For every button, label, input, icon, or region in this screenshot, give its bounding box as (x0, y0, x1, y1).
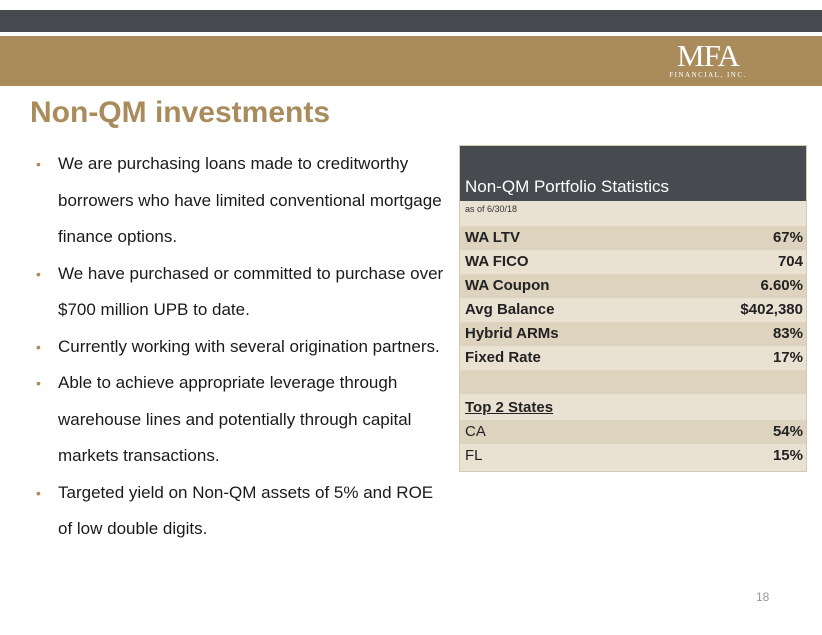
stats-row-wa-ltv: WA LTV 67% (460, 226, 806, 250)
portfolio-stats-table: Non-QM Portfolio Statistics as of 6/30/1… (459, 145, 807, 472)
bullet-dot-icon: • (36, 484, 41, 501)
state-value: 54% (772, 423, 803, 440)
stats-row-hybrid-arms: Hybrid ARMs 83% (460, 322, 806, 346)
stats-row-label: WA FICO (465, 253, 529, 270)
stats-row-state-fl: FL 15% (460, 444, 806, 468)
stats-row-label: Avg Balance (465, 301, 555, 318)
bullet-list: • We are purchasing loans made to creditw… (36, 146, 446, 548)
bullet-dot-icon: • (36, 156, 41, 172)
bullet-item: • Currently working with several originat… (36, 329, 446, 366)
bullet-dot-icon: • (36, 375, 41, 391)
bullet-text: We have purchased or committed to purcha… (58, 263, 444, 320)
stats-row-label: WA Coupon (465, 277, 550, 294)
state-label: CA (465, 423, 486, 440)
stats-title: Non-QM Portfolio Statistics (465, 177, 670, 196)
state-label: FL (465, 447, 483, 464)
bullet-item: • We are purchasing loans made to creditw… (36, 146, 446, 256)
bullet-text: Targeted yield on Non-QM assets of 5% an… (58, 482, 434, 539)
page-number: 18 (756, 590, 770, 604)
company-logo: MFA FINANCIAL, INC. (666, 40, 750, 84)
bullet-item: • We have purchased or committed to purch… (36, 256, 446, 329)
bullet-text: We are purchasing loans made to creditwo… (58, 154, 442, 246)
bullet-item: • Targeted yield on Non-QM assets of 5% a… (36, 475, 446, 548)
states-heading: Top 2 States (465, 399, 554, 416)
stats-as-of-date: as of 6/30/18 (465, 204, 518, 214)
stats-row-value: 6.60% (760, 277, 803, 294)
bullet-text: Currently working with several originati… (58, 336, 440, 356)
stats-row-label: WA LTV (465, 229, 520, 246)
state-value: 15% (772, 447, 803, 464)
header-gold-bar (0, 36, 822, 86)
logo-text: MFA (677, 38, 740, 73)
stats-row-wa-fico: WA FICO 704 (460, 250, 806, 274)
stats-row-wa-coupon: WA Coupon 6.60% (460, 274, 806, 298)
stats-row-value: 67% (772, 229, 803, 246)
stats-row-states-heading: Top 2 States (460, 396, 806, 420)
bullet-item: • Able to achieve appropriate leverage th… (36, 365, 446, 475)
header-dark-bar (0, 10, 822, 32)
stats-row-label: Hybrid ARMs (465, 325, 559, 342)
stats-row-value: $402,380 (740, 301, 803, 318)
bullet-text: Able to achieve appropriate leverage thr… (58, 373, 412, 465)
stats-header: Non-QM Portfolio Statistics (460, 146, 806, 201)
stats-row-value: 17% (772, 349, 803, 366)
stats-row-fixed-rate: Fixed Rate 17% (460, 346, 806, 370)
bullet-dot-icon: • (36, 338, 41, 355)
page-title: Non-QM investments (30, 96, 331, 129)
bullet-dot-icon: • (36, 265, 41, 282)
stats-row-avg-balance: Avg Balance $402,380 (460, 298, 806, 322)
stats-row-value: 83% (772, 325, 803, 342)
logo-subtext: FINANCIAL, INC. (669, 71, 747, 79)
stats-row-spacer (460, 370, 806, 394)
stats-row-value: 704 (777, 253, 803, 270)
stats-row-label: Fixed Rate (465, 349, 541, 366)
stats-row-state-ca: CA 54% (460, 420, 806, 444)
